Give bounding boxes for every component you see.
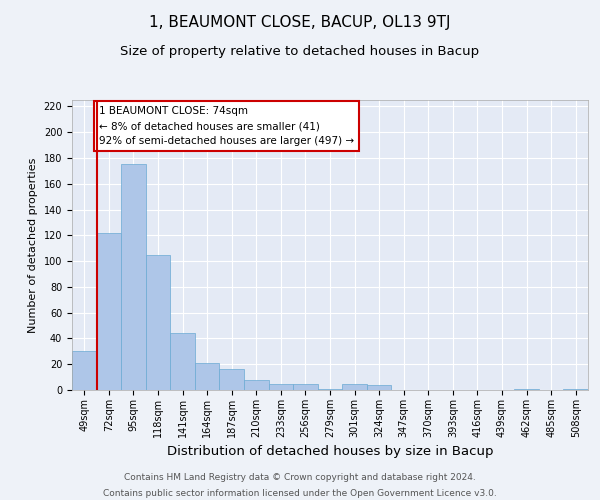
X-axis label: Distribution of detached houses by size in Bacup: Distribution of detached houses by size …: [167, 446, 493, 458]
Bar: [514, 388, 539, 390]
Y-axis label: Number of detached properties: Number of detached properties: [28, 158, 38, 332]
Bar: [318, 388, 342, 390]
Text: 1, BEAUMONT CLOSE, BACUP, OL13 9TJ: 1, BEAUMONT CLOSE, BACUP, OL13 9TJ: [149, 15, 451, 30]
Bar: [367, 385, 391, 390]
Bar: [195, 363, 220, 390]
Bar: [72, 352, 97, 390]
Bar: [121, 164, 146, 390]
Text: 1 BEAUMONT CLOSE: 74sqm
← 8% of detached houses are smaller (41)
92% of semi-det: 1 BEAUMONT CLOSE: 74sqm ← 8% of detached…: [99, 106, 354, 146]
Bar: [342, 384, 367, 390]
Text: Contains public sector information licensed under the Open Government Licence v3: Contains public sector information licen…: [103, 489, 497, 498]
Bar: [269, 384, 293, 390]
Bar: [170, 334, 195, 390]
Bar: [97, 233, 121, 390]
Text: Size of property relative to detached houses in Bacup: Size of property relative to detached ho…: [121, 45, 479, 58]
Bar: [220, 370, 244, 390]
Bar: [293, 384, 318, 390]
Bar: [563, 388, 588, 390]
Text: Contains HM Land Registry data © Crown copyright and database right 2024.: Contains HM Land Registry data © Crown c…: [124, 472, 476, 482]
Bar: [244, 380, 269, 390]
Bar: [146, 254, 170, 390]
